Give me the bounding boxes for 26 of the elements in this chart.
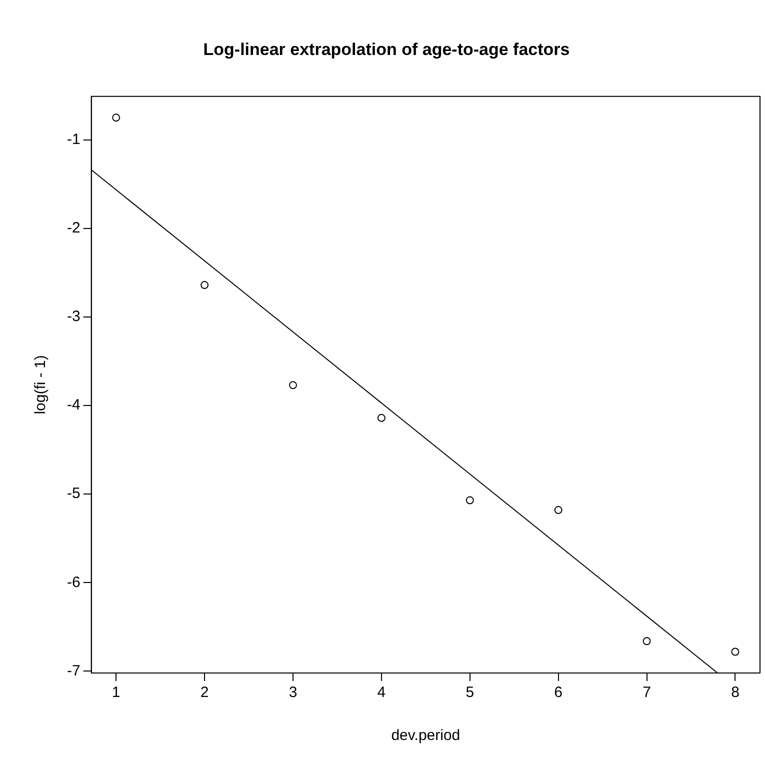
point: [200, 281, 209, 290]
x-axis-title: dev.period: [391, 727, 460, 744]
point: [289, 381, 297, 390]
x-tick-label: 5: [466, 684, 474, 702]
y-axis-title: log(fi - 1): [32, 355, 50, 414]
x-tick-label: 3: [288, 684, 298, 702]
y-tick-label: -6: [66, 574, 80, 591]
y-tick-label: -2: [66, 220, 80, 237]
x-tick-label: 8: [731, 684, 740, 702]
y-tick-label: -1: [66, 130, 80, 148]
x-tick-label: 4: [377, 684, 386, 702]
y-tick-label: -4: [66, 396, 80, 414]
point: [554, 506, 562, 514]
y-tick-label: -7: [66, 662, 80, 680]
point: [377, 414, 386, 422]
x-tick-label: 1: [112, 684, 120, 702]
point: [112, 114, 120, 122]
y-tick-label: -5: [66, 485, 80, 502]
x-tick-label: 7: [642, 684, 651, 702]
x-tick-label: 2: [200, 684, 209, 702]
point: [642, 637, 651, 646]
point: [466, 496, 474, 504]
y-tick-label: -3: [66, 308, 80, 326]
x-tick-label: 6: [554, 684, 563, 702]
point: [731, 648, 740, 656]
chart-title: Log-linear extrapolation of age-to-age factors: [203, 40, 570, 59]
